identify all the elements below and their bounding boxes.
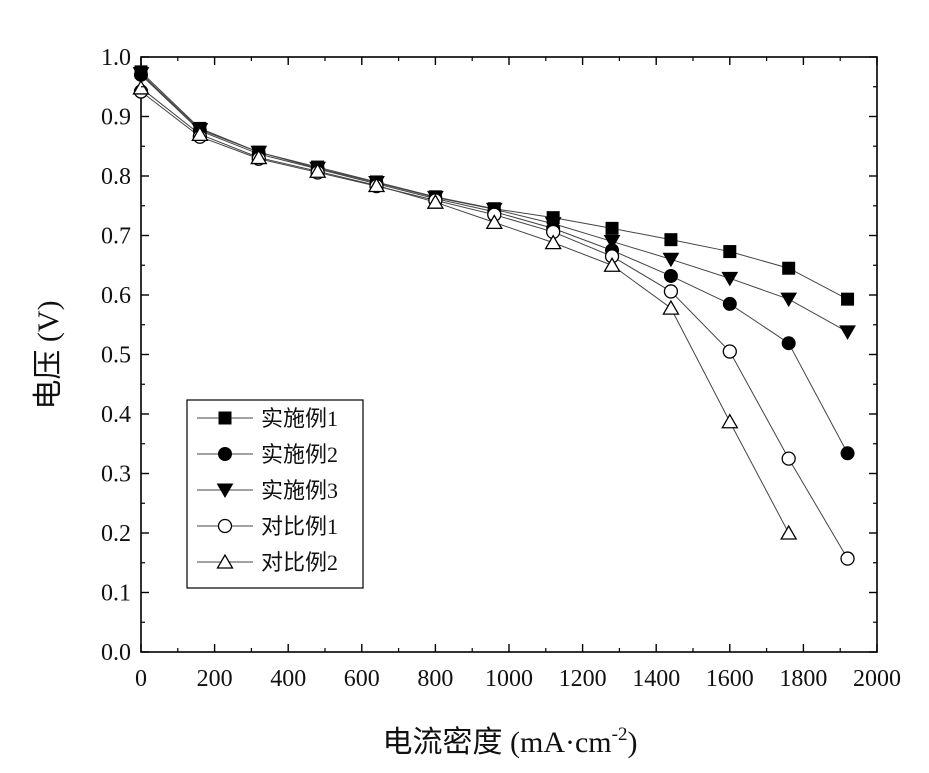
y-tick-label: 1.0 — [101, 45, 131, 71]
data-point-series-3 — [132, 67, 150, 82]
data-point-series-2 — [722, 296, 737, 311]
data-point-series-2 — [663, 268, 678, 283]
data-point-series-3 — [662, 252, 680, 268]
data-point-series-5 — [367, 177, 386, 193]
data-point-series-3 — [721, 271, 739, 287]
data-point-series-3 — [780, 292, 798, 308]
legend: 实施例1 实施例2 实施例3 对比例1 对比例2 — [186, 399, 364, 589]
y-tick-label: 0.0 — [101, 640, 131, 666]
data-point-series-5 — [662, 299, 680, 315]
y-tick-label: 0.5 — [101, 343, 131, 369]
x-axis-title-superscript: -2 — [612, 724, 628, 745]
legend-label: 实施例1 — [261, 406, 338, 431]
x-tick-label: 1000 — [485, 666, 533, 692]
legend-label: 实施例2 — [261, 442, 338, 467]
x-axis-title: 电流密度 (mA·cm-2) — [383, 724, 638, 759]
legend-marker — [216, 483, 234, 499]
y-axis-title: 电压 (V) — [32, 300, 65, 409]
legend-label: 对比例2 — [261, 550, 338, 575]
x-tick-label: 1600 — [706, 666, 754, 692]
legend-marker — [217, 518, 233, 534]
data-point-series-5 — [191, 126, 209, 142]
axes: 0 200 400 600 800 1000 1200 1400 1600 1800 2000 0.0… — [101, 45, 901, 692]
data-point-series-5 — [780, 524, 798, 540]
data-point-series-2 — [840, 446, 855, 461]
x-tick-label: 1200 — [559, 666, 607, 692]
data-point-series-1 — [605, 221, 619, 235]
data-point-series-4 — [663, 284, 679, 299]
data-point-series-4 — [840, 551, 855, 566]
legend-box — [186, 399, 364, 589]
data-point-series-4 — [781, 451, 796, 466]
data-point-series-5 — [544, 234, 562, 250]
data-point-series-3 — [839, 325, 856, 340]
x-tick-label: 200 — [197, 666, 233, 692]
x-tick-label: 0 — [135, 666, 147, 692]
data-point-series-1 — [782, 261, 796, 275]
data-point-series-5 — [309, 162, 327, 178]
y-tick-label: 0.7 — [101, 224, 131, 250]
x-tick-label: 400 — [270, 666, 306, 692]
legend-label: 对比例1 — [261, 514, 338, 539]
y-tick-label: 0.6 — [101, 283, 131, 309]
data-point-series-5 — [426, 193, 445, 209]
y-tick-label: 0.3 — [101, 462, 131, 488]
legend-marker — [216, 553, 234, 569]
series-line-1 — [140, 71, 848, 300]
legend-marker — [218, 411, 232, 425]
data-point-series-3 — [603, 234, 621, 250]
y-tick-label: 0.4 — [101, 402, 131, 428]
x-tick-label: 2000 — [853, 666, 901, 692]
data-point-series-1 — [841, 292, 855, 306]
data-point-series-1 — [664, 233, 678, 247]
y-tick-label: 0.8 — [101, 164, 131, 190]
x-tick-label: 1400 — [632, 666, 680, 692]
data-point-series-5 — [132, 79, 150, 95]
series-layer — [132, 65, 856, 566]
data-point-series-5 — [721, 413, 739, 429]
series-line-5 — [140, 87, 790, 534]
legend-label: 实施例3 — [261, 478, 338, 503]
y-tick-label: 0.2 — [101, 521, 131, 547]
y-tick-label: 0.9 — [101, 105, 131, 131]
data-point-series-1 — [723, 245, 737, 259]
x-tick-label: 1800 — [779, 666, 827, 692]
y-tick-label: 0.1 — [101, 581, 131, 607]
x-tick-label: 600 — [344, 666, 380, 692]
data-point-series-5 — [250, 149, 268, 165]
data-point-series-3 — [544, 217, 562, 232]
data-point-series-5 — [485, 214, 503, 230]
series-line-2 — [140, 74, 849, 454]
data-point-series-4 — [722, 344, 737, 359]
data-point-series-5 — [603, 256, 621, 272]
x-tick-label: 800 — [417, 666, 453, 692]
data-point-series-2 — [781, 336, 796, 351]
legend-marker — [218, 447, 232, 461]
